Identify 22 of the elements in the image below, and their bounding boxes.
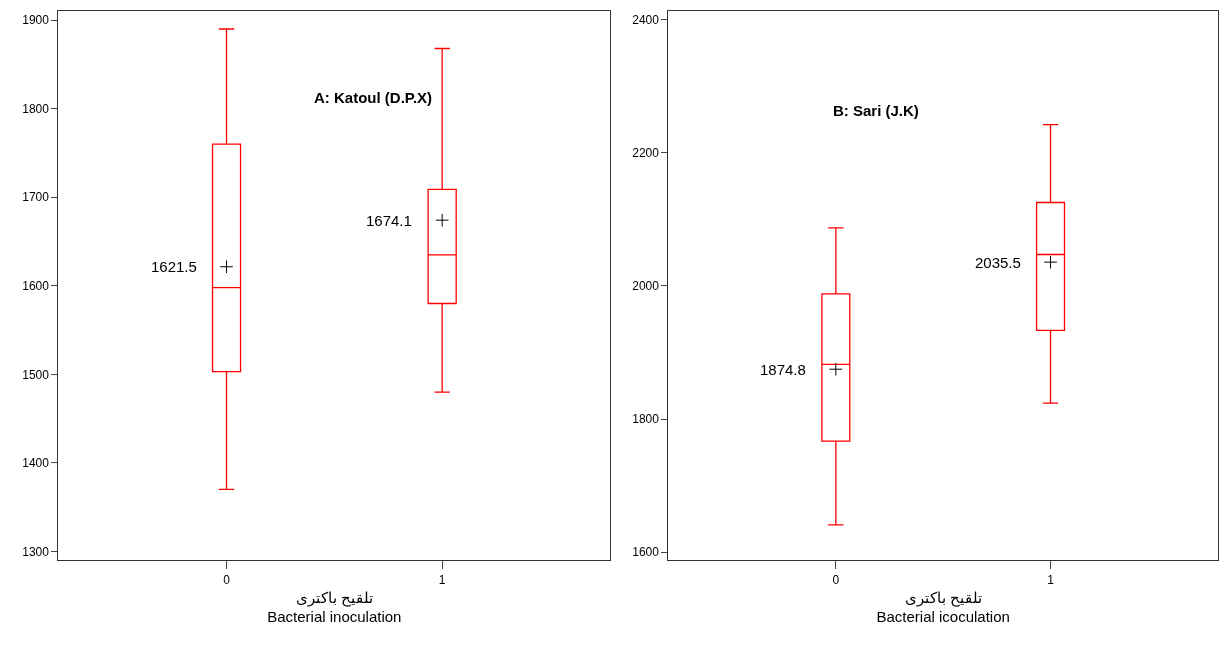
- y-tick-label: 1700: [22, 190, 50, 205]
- y-tick-label: 1600: [22, 279, 50, 293]
- y-tick-label: 1300: [22, 544, 50, 559]
- x-tick-label: 1: [1047, 572, 1055, 587]
- text: B: Sari (J.K): [833, 102, 919, 119]
- text: 1874.8: [760, 361, 806, 378]
- y-tick-label: 1400: [22, 456, 50, 471]
- y-tick-label: 2400: [632, 12, 660, 27]
- text: 1621.5: [151, 258, 197, 275]
- y-tick-label: 1800: [632, 412, 660, 427]
- y-tick-label: 2000: [632, 278, 660, 293]
- text: 1674.1: [366, 212, 412, 229]
- x-tick-label: 0: [832, 572, 840, 587]
- y-tick-label: 1500: [22, 367, 50, 382]
- y-tick-label: 1600: [632, 545, 660, 560]
- x-tick-label: 1: [438, 572, 446, 587]
- text: 2035.5: [975, 254, 1021, 271]
- y-tick-label: 1900: [22, 13, 50, 28]
- text: A: Katoul (D.P.X): [314, 89, 433, 106]
- x-tick-label: 0: [223, 572, 231, 587]
- y-tick-label: 1800: [22, 101, 50, 116]
- y-tick-label: 2200: [632, 145, 660, 160]
